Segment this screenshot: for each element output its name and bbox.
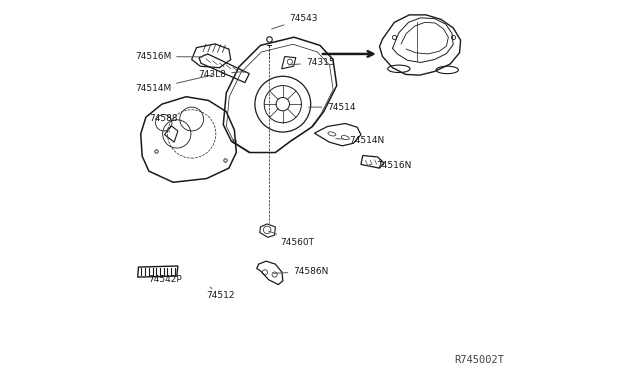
Text: 74315: 74315 bbox=[289, 58, 335, 67]
Text: 74516N: 74516N bbox=[369, 161, 412, 170]
Text: 74514: 74514 bbox=[308, 103, 356, 112]
Text: 74543: 74543 bbox=[272, 14, 318, 29]
Text: 74516M: 74516M bbox=[135, 52, 203, 61]
Text: R745002T: R745002T bbox=[454, 355, 504, 365]
Text: 74512: 74512 bbox=[207, 287, 235, 300]
Text: 74586N: 74586N bbox=[274, 267, 328, 276]
Text: 74514M: 74514M bbox=[135, 75, 212, 93]
Text: 74588: 74588 bbox=[150, 114, 179, 132]
Text: 743L8: 743L8 bbox=[198, 70, 243, 79]
Text: 74560T: 74560T bbox=[269, 231, 314, 247]
Text: 74514N: 74514N bbox=[336, 136, 384, 145]
Text: 74542P: 74542P bbox=[148, 275, 182, 283]
